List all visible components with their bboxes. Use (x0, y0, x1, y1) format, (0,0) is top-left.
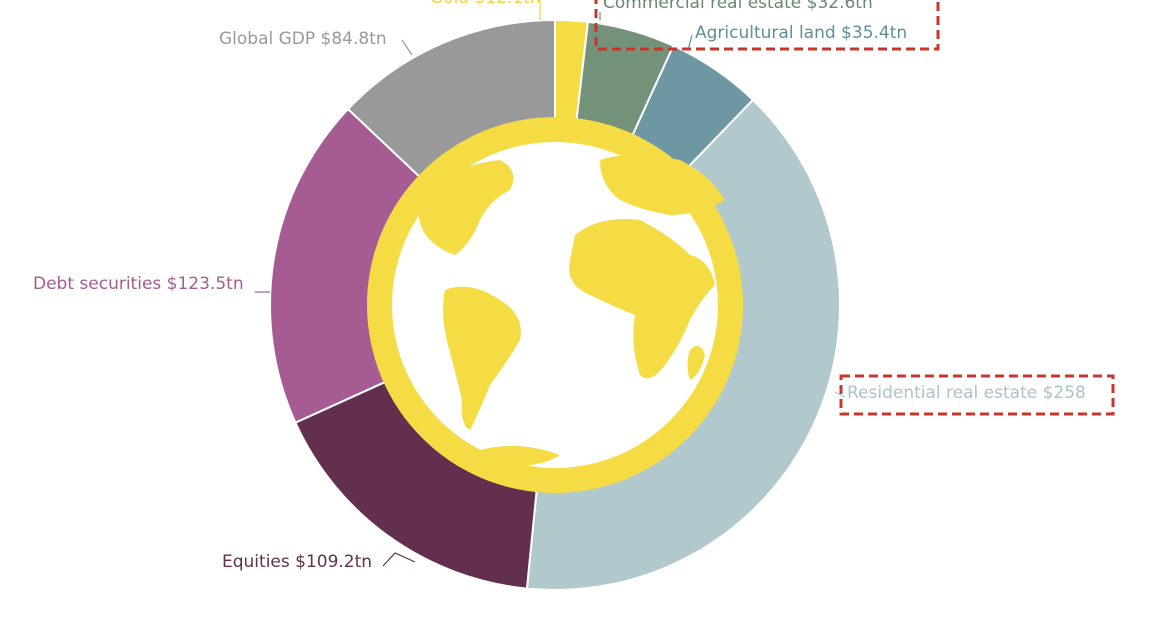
leader-line (834, 391, 846, 398)
labels: Gold $12.1tn Commercial real estate $32.6… (33, 0, 1086, 572)
data-label: Equities $109.2tn (222, 552, 372, 572)
data-label: Commercial real estate $32.6tn (603, 0, 873, 13)
leader-line (382, 552, 416, 567)
segments (269, 18, 841, 591)
data-label: Agricultural land $35.4tn (695, 23, 907, 43)
highlight-box (594, 0, 940, 51)
data-label: Global GDP $84.8tn (219, 29, 387, 49)
continents (418, 155, 725, 466)
leader-line (401, 39, 413, 56)
data-label: Debt securities $123.5tn (33, 274, 244, 294)
data-label: Gold $12.1tn (430, 0, 541, 8)
data-label: Residential real estate $258 (847, 383, 1086, 403)
